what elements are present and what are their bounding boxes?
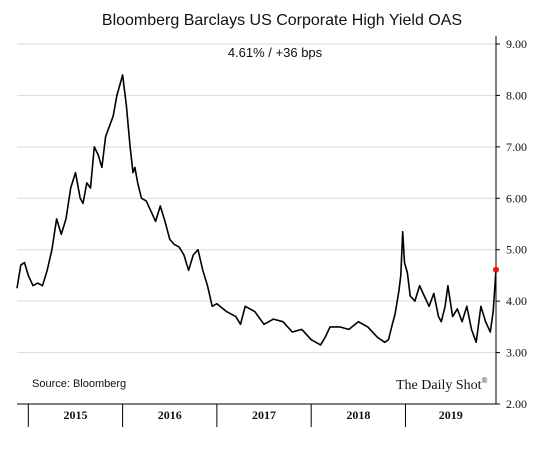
y-tick-label: 2.00 [506,397,527,411]
x-tick-label: 2017 [252,408,276,422]
axes [17,36,500,427]
y-tick-label: 7.00 [506,140,527,154]
y-tick-label: 5.00 [506,243,527,257]
y-axis-ticks: 9.00 8.00 7.00 6.00 5.00 4.00 3.00 2.00 [506,37,527,411]
brand-mark: ® [482,376,488,385]
x-axis-year-labels: 2015 2016 2017 2018 2019 [63,408,462,422]
series-layer [16,74,499,346]
y-tick-label: 6.00 [506,191,527,205]
x-tick-label: 2019 [439,408,463,422]
x-tick-label: 2018 [346,408,370,422]
y-tick-label: 3.00 [506,346,527,360]
grid-lines [17,43,496,354]
source-note: Source: Bloomberg [32,378,126,390]
x-tick-label: 2016 [158,408,182,422]
series-line [16,74,497,346]
chart-subtitle: 4.61% / +36 bps [228,45,323,60]
y-tick-label: 4.00 [506,294,527,308]
y-tick-label: 8.00 [506,88,527,102]
x-tick-label: 2015 [63,408,87,422]
chart-title: Bloomberg Barclays US Corporate High Yie… [102,12,462,29]
brand-name: The Daily Shot [396,378,482,393]
brand-logo: The Daily Shot® [396,376,488,393]
y-tick-label: 9.00 [506,37,527,51]
last-point-marker [493,266,499,273]
